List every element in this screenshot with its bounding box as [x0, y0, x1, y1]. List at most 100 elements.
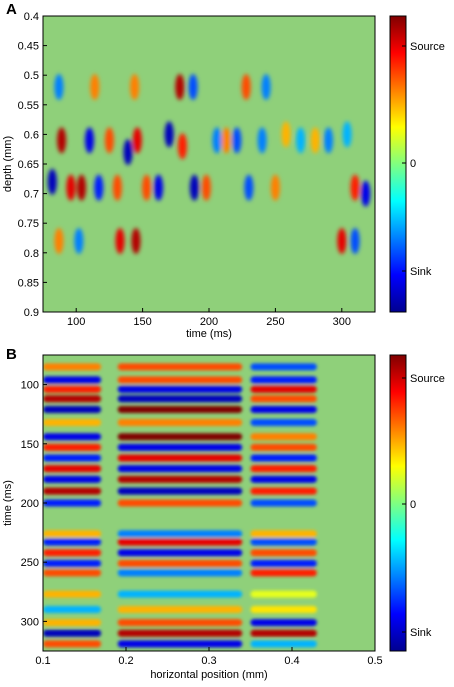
heatmap-a-blob [77, 174, 87, 201]
axis-a-xtick-label: 200 [200, 316, 218, 328]
heatmap-b-band [43, 475, 102, 483]
colorbar-a [389, 15, 407, 313]
axis-a-xtick-label: 250 [266, 316, 284, 328]
heatmap-a-blob [57, 127, 67, 154]
heatmap-a-blob [310, 127, 320, 154]
heatmap-b-band [250, 405, 317, 413]
heatmap-b-band [43, 487, 102, 495]
heatmap-b-band [43, 395, 102, 403]
heatmap-b-band [250, 465, 317, 473]
colorbar-a-label-source: Source [410, 41, 445, 53]
axis-b-xtick-label: 0.1 [35, 655, 50, 667]
heatmap-a-blob [232, 127, 242, 154]
heatmap-b-band [117, 454, 243, 462]
axis-b-xtick-label: 0.5 [367, 655, 382, 667]
heatmap-b-band [117, 619, 243, 627]
heatmap-a-blob [361, 180, 371, 207]
heatmap-b-band [250, 559, 317, 567]
axis-a-xtick-label: 100 [67, 316, 85, 328]
heatmap-b-band [250, 454, 317, 462]
axis-a-ytick-label: 0.55 [18, 100, 39, 112]
heatmap-b-band [43, 538, 102, 546]
axis-a-ytick-label: 0.75 [18, 218, 39, 230]
heatmap-b-band [117, 487, 243, 495]
colorbar-a-label-sink: Sink [410, 266, 432, 278]
heatmap-a-blob [54, 74, 64, 101]
heatmap-a-blob [175, 74, 185, 101]
heatmap-a-blob [201, 174, 211, 201]
heatmap-a-blob [112, 174, 122, 201]
heatmap-b-band [250, 376, 317, 384]
heatmap-b-band [117, 640, 243, 648]
heatmap-a-blob [296, 127, 306, 154]
heatmap-a-blob [164, 121, 174, 148]
axis-b-xtick-label: 0.2 [118, 655, 133, 667]
heatmap-a-blob [244, 174, 254, 201]
heatmap-b-band [43, 363, 102, 371]
heatmap-b-band [43, 606, 102, 614]
heatmap-a-blob [84, 127, 94, 154]
axis-b-ticks: 0.1 0.2 0.3 0.4 0.5 100 150 200 250 300 [21, 380, 383, 667]
heatmap-b-band [43, 454, 102, 462]
heatmap-a-blob [350, 174, 360, 201]
panel-label-b: B [6, 346, 17, 363]
heatmap-b-band [117, 629, 243, 637]
heatmap-a-blob [130, 74, 140, 101]
heatmap-b-band [250, 385, 317, 393]
heatmap-b-band [117, 559, 243, 567]
heatmap-a-blob [154, 174, 164, 201]
heatmap-b-band [117, 385, 243, 393]
panel-label-a: A [6, 1, 17, 18]
heatmap-b-band [43, 590, 102, 598]
axis-a-ylabel: depth (mm) [2, 136, 14, 192]
heatmap-b-band [250, 538, 317, 546]
heatmap-b-band [43, 385, 102, 393]
axis-a-ticks: 100 150 200 250 300 0.4 0.45 0.5 0.55 0.6 0.65 0.7 0… [18, 11, 351, 328]
heatmap-b-band [43, 629, 102, 637]
heatmap-b-band [43, 549, 102, 557]
axis-a-ytick-label: 0.6 [24, 129, 39, 141]
heatmap-a-blob [324, 127, 334, 154]
heatmap-b-band [250, 530, 317, 538]
heatmap-b-band [250, 433, 317, 441]
axis-b-xlabel: horizontal position (mm) [150, 669, 267, 681]
axis-a-ytick-label: 0.4 [24, 11, 39, 23]
axis-a-ytick-label: 0.8 [24, 248, 39, 260]
axis-a-ytick-label: 0.85 [18, 277, 39, 289]
heatmap-b-band [250, 606, 317, 614]
heatmap-b-band [43, 530, 102, 538]
heatmap-b-band [117, 538, 243, 546]
axis-b-ytick-label: 200 [21, 498, 39, 510]
heatmap-a-blob [261, 74, 271, 101]
colorbar-b [389, 354, 407, 652]
panel-b: 0.1 0.2 0.3 0.4 0.5 100 150 200 250 300 horizonta… [2, 354, 445, 681]
heatmap-b-band [117, 569, 243, 577]
heatmap-b-band [250, 418, 317, 426]
heatmap-a-blob [123, 139, 133, 166]
heatmap-b-band [117, 443, 243, 451]
heatmap-a-blob [350, 227, 360, 254]
axis-b-ytick-label: 100 [21, 380, 39, 392]
heatmap-b-band [117, 376, 243, 384]
axis-a-xtick-label: 150 [133, 316, 151, 328]
heatmap-b-band [43, 499, 102, 507]
axis-b-xtick-label: 0.3 [201, 655, 216, 667]
axis-a-ytick-label: 0.65 [18, 159, 39, 171]
heatmap-a-cells [47, 74, 371, 254]
heatmap-b-band [117, 530, 243, 538]
heatmap-b-band [250, 549, 317, 557]
heatmap-a-blob [74, 227, 84, 254]
axis-a-xlabel: time (ms) [186, 328, 232, 340]
colorbar-b-label-zero: 0 [410, 499, 416, 511]
heatmap-b-band [250, 640, 317, 648]
heatmap-b-band [117, 433, 243, 441]
heatmap-a-blob [342, 121, 352, 148]
axis-b-ytick-label: 150 [21, 439, 39, 451]
heatmap-b-band [43, 376, 102, 384]
heatmap-a-blob [177, 133, 187, 160]
axis-a-ytick-label: 0.7 [24, 189, 39, 201]
heatmap-b-band [250, 363, 317, 371]
heatmap-b-band [43, 559, 102, 567]
heatmap-a-blob [132, 127, 142, 154]
